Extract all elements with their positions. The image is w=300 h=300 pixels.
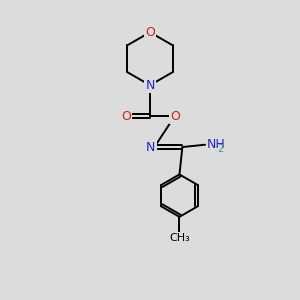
Text: CH₃: CH₃ [169,233,190,243]
Text: O: O [145,26,155,39]
Text: NH: NH [206,138,225,151]
Text: N: N [145,79,155,92]
Text: 2: 2 [218,143,224,154]
Text: O: O [170,110,180,123]
Text: O: O [121,110,131,123]
Text: N: N [146,141,156,154]
